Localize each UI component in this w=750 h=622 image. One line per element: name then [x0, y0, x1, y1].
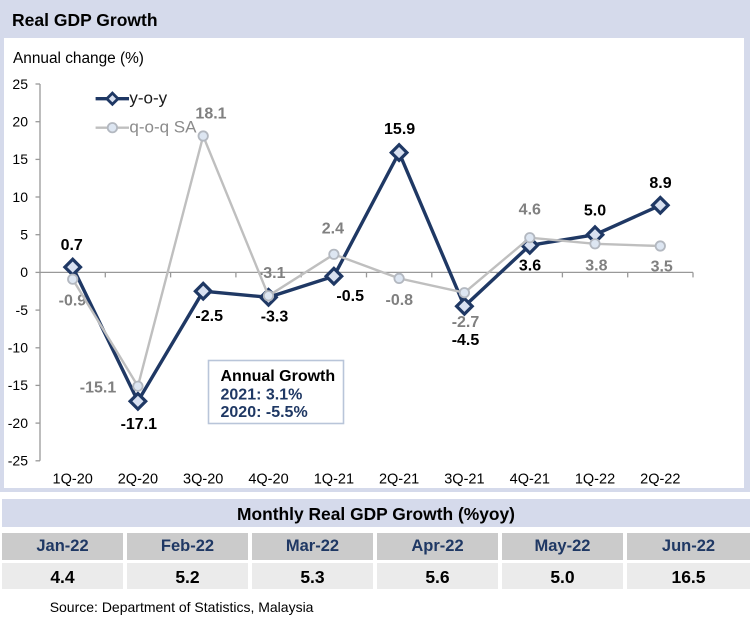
svg-text:20: 20	[12, 114, 28, 130]
svg-text:3.6: 3.6	[519, 257, 541, 274]
svg-text:2021: 3.1%: 2021: 3.1%	[221, 387, 303, 404]
svg-text:2.4: 2.4	[322, 221, 344, 238]
svg-text:-15: -15	[8, 377, 28, 393]
svg-text:-0.5: -0.5	[336, 288, 364, 305]
svg-text:2Q-22: 2Q-22	[640, 471, 680, 487]
svg-text:3Q-21: 3Q-21	[444, 471, 484, 487]
svg-text:-3.1: -3.1	[258, 265, 286, 282]
svg-text:-3.3: -3.3	[261, 309, 289, 326]
svg-text:-25: -25	[8, 453, 28, 469]
svg-text:1Q-20: 1Q-20	[53, 471, 93, 487]
svg-text:2Q-21: 2Q-21	[379, 471, 419, 487]
svg-text:4Q-20: 4Q-20	[248, 471, 288, 487]
svg-text:4Q-21: 4Q-21	[510, 471, 550, 487]
svg-text:-2.7: -2.7	[452, 314, 480, 331]
svg-text:4.6: 4.6	[519, 202, 541, 219]
svg-text:Annual Growth: Annual Growth	[221, 368, 336, 385]
svg-text:25: 25	[12, 76, 28, 92]
svg-text:1Q-21: 1Q-21	[314, 471, 354, 487]
svg-text:0.7: 0.7	[61, 237, 83, 254]
svg-text:-4.5: -4.5	[452, 332, 480, 349]
svg-text:-2.5: -2.5	[195, 308, 223, 325]
svg-text:3.8: 3.8	[585, 258, 607, 275]
svg-text:-10: -10	[8, 340, 28, 356]
svg-text:15.9: 15.9	[384, 121, 415, 138]
svg-text:-17.1: -17.1	[121, 416, 158, 433]
svg-text:-15.1: -15.1	[80, 380, 117, 397]
svg-text:3.5: 3.5	[651, 259, 673, 276]
svg-text:y-o-y: y-o-y	[129, 88, 167, 107]
svg-text:-0.8: -0.8	[386, 292, 414, 309]
svg-text:5.0: 5.0	[584, 203, 606, 220]
svg-text:2Q-20: 2Q-20	[118, 471, 158, 487]
svg-text:-5: -5	[16, 302, 29, 318]
svg-text:-0.9: -0.9	[59, 293, 87, 310]
svg-text:3Q-20: 3Q-20	[183, 471, 223, 487]
svg-text:2020: -5.5%: 2020: -5.5%	[221, 404, 308, 421]
svg-text:8.9: 8.9	[649, 175, 671, 192]
svg-text:5: 5	[20, 227, 28, 243]
svg-text:1Q-22: 1Q-22	[575, 471, 615, 487]
svg-text:q-o-q SA: q-o-q SA	[129, 118, 197, 137]
svg-text:18.1: 18.1	[195, 106, 226, 123]
svg-text:-20: -20	[8, 415, 28, 431]
svg-text:15: 15	[12, 151, 28, 167]
svg-text:0: 0	[20, 264, 28, 280]
svg-text:10: 10	[12, 189, 28, 205]
